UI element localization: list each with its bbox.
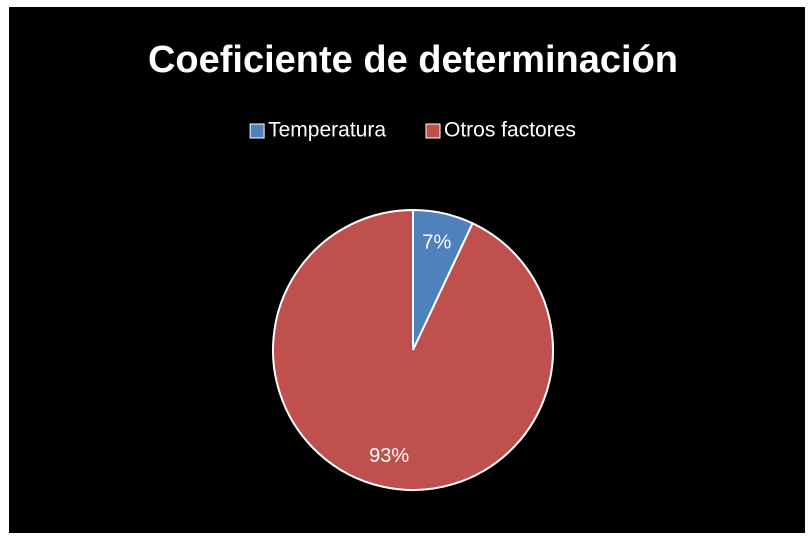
legend-swatch (249, 123, 265, 139)
legend-label: Temperatura (268, 119, 386, 142)
legend-label: Otros factores (444, 119, 576, 142)
data-label: 93% (369, 445, 409, 467)
legend-swatch (425, 123, 441, 139)
chart-title: Coeficiente de determinación (148, 39, 678, 81)
pie-slice (272, 208, 554, 491)
data-label: 7% (422, 232, 451, 254)
